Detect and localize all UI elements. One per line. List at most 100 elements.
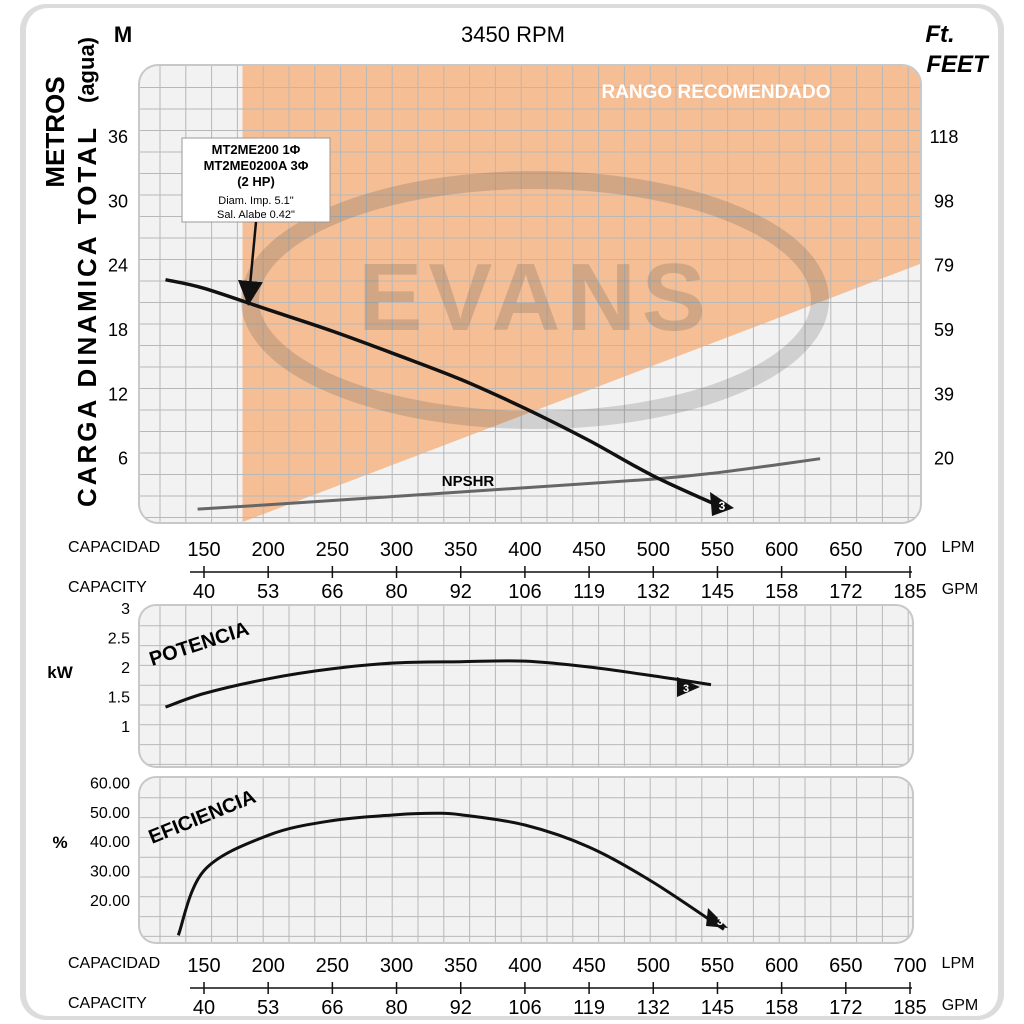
lpm-tick: 150 (187, 955, 220, 977)
rpm-label: 3450 RPM (461, 22, 565, 47)
head-tick-m: 12 (108, 384, 128, 404)
gpm-tick: 145 (701, 581, 734, 603)
lpm-unit: LPM (942, 539, 975, 556)
unit-right-label-2: FEET (926, 51, 990, 78)
power-tick: 1 (121, 719, 130, 736)
gpm-tick: 106 (508, 581, 541, 603)
power-ticks: 3 2.5 2 1.5 1 (108, 601, 130, 736)
lpm-unit: LPM (942, 955, 975, 972)
gpm-tick: 158 (765, 581, 798, 603)
model-line-3: (2 HP) (237, 174, 275, 189)
recommended-range-label: RANGO RECOMENDADO (601, 82, 830, 103)
capacity-label-es: CAPACIDAD (68, 539, 160, 556)
head-ticks-m: 36 30 24 18 12 6 (108, 127, 128, 469)
gpm-tick: 40 (193, 581, 215, 603)
efficiency-tick: 20.00 (90, 893, 130, 910)
power-tick: 3 (121, 601, 130, 618)
efficiency-ticks: 60.00 50.00 40.00 30.00 20.00 (90, 775, 130, 910)
lpm-tick: 700 (893, 955, 926, 977)
gpm-tick: 185 (893, 581, 926, 603)
power-tick: 2.5 (108, 631, 130, 648)
gpm-tick: 172 (829, 997, 862, 1019)
head-tick-m: 6 (118, 449, 128, 469)
power-grid (140, 606, 912, 766)
gpm-tick: 66 (321, 581, 343, 603)
gpm-tick: 92 (450, 581, 472, 603)
lpm-tick: 450 (572, 955, 605, 977)
gpm-tick: 80 (385, 997, 407, 1019)
gpm-tick: 40 (193, 997, 215, 1019)
unit-left-label: M (114, 22, 132, 47)
gpm-tick: 119 (573, 581, 605, 603)
power-tick: 2 (121, 660, 130, 677)
watermark-text: EVANS (358, 244, 712, 351)
model-label-box: MT2ME200 1Φ MT2ME0200A 3Φ (2 HP) Diam. I… (181, 137, 331, 306)
gpm-unit: GPM (942, 581, 978, 598)
head-tick-ft: 79 (934, 256, 954, 276)
gpm-tick: 92 (450, 997, 472, 1019)
lpm-tick: 650 (829, 539, 862, 561)
npshr-label: NPSHR (442, 473, 495, 490)
npshr-curve (197, 457, 821, 511)
head-ticks-ft: 118 98 79 59 39 20 (930, 127, 959, 469)
power-panel: POTENCIA 3 (138, 604, 914, 768)
lpm-tick: 250 (316, 539, 349, 561)
lpm-tick: 600 (765, 539, 798, 561)
efficiency-tick: 50.00 (90, 805, 130, 822)
lpm-tick: 550 (701, 539, 734, 561)
lpm-tick: 350 (444, 955, 477, 977)
power-unit: kW (47, 663, 73, 682)
lpm-tick: 600 (765, 955, 798, 977)
lpm-tick: 250 (316, 955, 349, 977)
capacity-label-en: CAPACITY (68, 995, 147, 1012)
lpm-tick: 300 (380, 955, 413, 977)
efficiency-panel: EFICIENCIA 3 (138, 776, 914, 944)
lpm-tick: 500 (637, 539, 670, 561)
head-tick-ft: 39 (934, 384, 954, 404)
gpm-tick: 66 (321, 997, 343, 1019)
efficiency-tick: 40.00 (90, 834, 130, 851)
head-tick-ft: 98 (934, 191, 954, 211)
yaxis-title-agua: (agua) (74, 37, 99, 103)
efficiency-curve-end-marker: 3 (706, 908, 728, 928)
yaxis-title-carga: CARGA DINAMICA TOTAL (72, 125, 102, 507)
lpm-tick: 300 (380, 539, 413, 561)
capacity-label-en: CAPACITY (68, 579, 147, 596)
gpm-tick: 80 (385, 581, 407, 603)
head-tick-m: 18 (108, 320, 128, 340)
capacity-label-es: CAPACIDAD (68, 955, 160, 972)
head-tick-ft: 118 (930, 127, 959, 147)
efficiency-tick: 30.00 (90, 864, 130, 881)
gpm-tick: 119 (573, 997, 605, 1019)
unit-right-label-1: Ft. (925, 21, 954, 48)
capacity-axis-bottom: CAPACIDAD CAPACITY 150 40 200 53 250 66 300 80 350… (68, 955, 978, 1019)
lpm-tick: 350 (444, 539, 477, 561)
efficiency-tick: 60.00 (90, 775, 130, 792)
power-curve-end-marker: 3 (677, 677, 700, 697)
gpm-tick: 106 (508, 997, 541, 1019)
model-line-4: Diam. Imp. 5.1" (218, 195, 294, 207)
gpm-tick: 132 (637, 997, 670, 1019)
lpm-tick: 150 (187, 539, 220, 561)
lpm-tick: 400 (508, 539, 541, 561)
power-curve-number: 3 (683, 683, 689, 695)
gpm-tick: 185 (893, 997, 926, 1019)
efficiency-unit: % (52, 833, 67, 852)
lpm-tick: 700 (893, 539, 926, 561)
efficiency-curve-number: 3 (717, 916, 723, 928)
head-tick-ft: 59 (934, 320, 954, 340)
gpm-tick: 132 (637, 581, 670, 603)
model-line-5: Sal. Alabe 0.42" (217, 209, 295, 221)
lpm-tick: 650 (829, 955, 862, 977)
gpm-tick: 158 (765, 997, 798, 1019)
capacity-axis-top: CAPACIDAD CAPACITY 150 40 200 53 250 66 300 80 350… (68, 539, 978, 603)
model-line-2: MT2ME0200A 3Φ (204, 158, 309, 173)
power-tick: 1.5 (108, 690, 130, 707)
yaxis-title-metros: METROS (40, 76, 70, 187)
gpm-tick: 53 (257, 581, 279, 603)
power-curve (165, 659, 712, 709)
gpm-tick: 172 (829, 581, 862, 603)
gpm-tick: 53 (257, 997, 279, 1019)
model-pointer-arrow (237, 221, 263, 306)
